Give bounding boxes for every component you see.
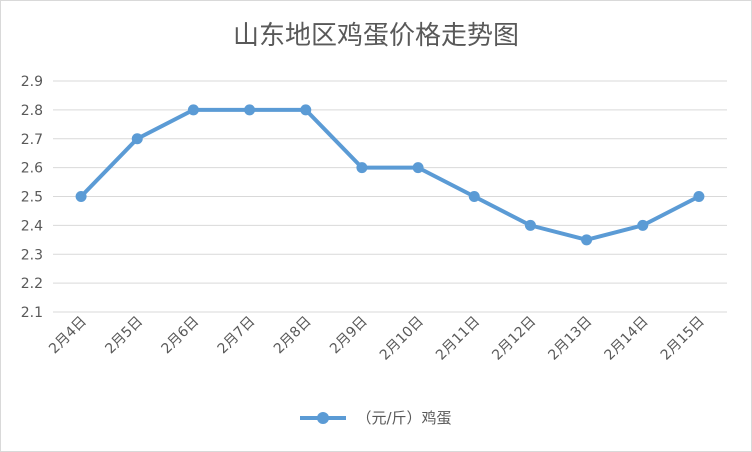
x-tick-label: 2月4日 [46, 314, 90, 358]
series-line [79, 107, 701, 242]
data-point [581, 234, 593, 246]
data-point [75, 191, 87, 202]
x-tick-label: 2月12日 [489, 314, 539, 364]
x-tick-label: 2月15日 [658, 314, 708, 364]
y-tick-label: 2.8 [21, 103, 43, 119]
y-tick-label: 2.2 [21, 276, 43, 292]
y-tick-label: 2.4 [21, 218, 43, 234]
data-point [693, 191, 705, 202]
data-point [356, 162, 368, 174]
x-tick-label: 2月5日 [102, 314, 146, 358]
y-tick-label: 2.1 [21, 305, 43, 321]
data-point [412, 162, 424, 174]
legend: （元/斤）鸡蛋 [1, 407, 751, 428]
legend-swatch [300, 411, 347, 425]
y-tick-label: 2.3 [21, 247, 43, 263]
data-point [637, 219, 649, 231]
data-point [187, 104, 199, 116]
x-tick-label: 2月8日 [271, 314, 315, 358]
chart-title: 山东地区鸡蛋价格走势图 [232, 21, 519, 51]
data-point [244, 104, 256, 116]
x-tick-label: 2月6日 [159, 314, 203, 358]
data-point [524, 219, 536, 231]
y-tick-label: 2.6 [21, 161, 43, 177]
y-tick-label: 2.5 [21, 190, 43, 206]
x-tick-label: 2月9日 [327, 314, 371, 358]
x-tick-label: 2月13日 [545, 314, 595, 364]
x-tick-label: 2月7日 [215, 314, 259, 358]
line-chart: 2.1 2.2 2.3 2.4 2.5 2.6 2.7 2.8 2.9 2月4日 2月5日 2月6日 2… [21, 74, 727, 364]
legend-label: （元/斤）鸡蛋 [356, 409, 452, 427]
data-point [300, 104, 312, 116]
x-tick-label: 2月14日 [602, 314, 652, 364]
data-point [131, 133, 143, 145]
x-tick-label: 2月10日 [377, 314, 427, 364]
y-tick-label: 2.7 [21, 132, 43, 148]
x-tick-label: 2月11日 [433, 314, 483, 364]
data-point [468, 191, 480, 202]
y-tick-label: 2.9 [21, 74, 43, 90]
